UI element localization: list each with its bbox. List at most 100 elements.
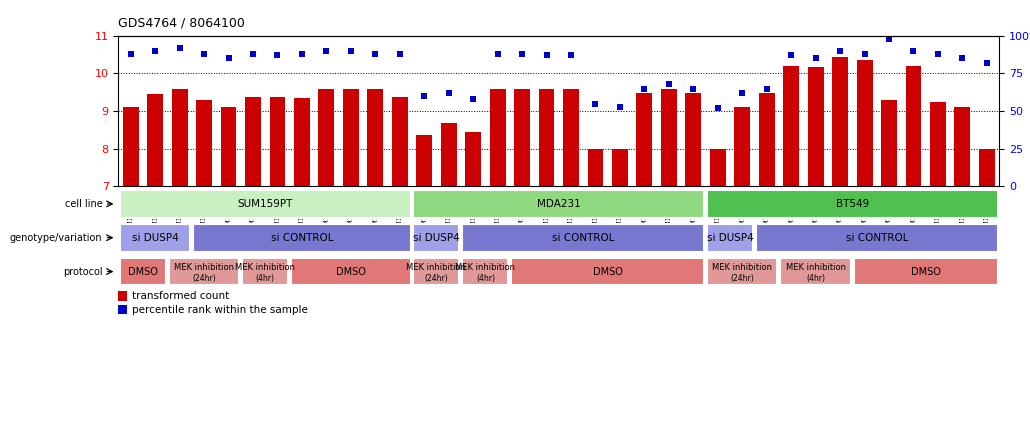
Text: MDA231: MDA231 — [537, 199, 581, 209]
FancyBboxPatch shape — [707, 190, 998, 218]
FancyBboxPatch shape — [413, 190, 705, 218]
FancyBboxPatch shape — [854, 258, 998, 286]
Bar — [466, 132, 481, 186]
Text: MEK inhibition: MEK inhibition — [712, 263, 772, 272]
Point — [294, 51, 310, 58]
Point — [808, 55, 824, 62]
FancyBboxPatch shape — [462, 224, 705, 252]
Point — [660, 81, 677, 88]
Bar — [612, 148, 628, 186]
Bar — [220, 107, 237, 186]
Point — [318, 48, 335, 55]
Bar — [441, 123, 456, 186]
FancyBboxPatch shape — [707, 258, 778, 286]
Point — [612, 103, 628, 110]
Point — [930, 51, 947, 58]
Bar — [955, 107, 970, 186]
Bar — [245, 97, 261, 186]
Text: si CONTROL: si CONTROL — [271, 233, 333, 243]
Point — [783, 52, 799, 59]
Point — [171, 44, 187, 51]
Bar — [905, 66, 922, 186]
Text: SUM159PT: SUM159PT — [238, 199, 293, 209]
Text: MEK inhibition: MEK inhibition — [786, 263, 846, 272]
Text: (24hr): (24hr) — [424, 274, 448, 283]
Text: (24hr): (24hr) — [193, 274, 216, 283]
Bar — [368, 88, 383, 186]
Text: percentile rank within the sample: percentile rank within the sample — [132, 305, 308, 315]
Point — [441, 90, 457, 96]
Point — [734, 90, 751, 96]
Bar — [196, 100, 212, 186]
FancyBboxPatch shape — [511, 258, 705, 286]
Point — [220, 55, 237, 62]
Text: si DUSP4: si DUSP4 — [707, 233, 753, 243]
Point — [123, 51, 139, 58]
Text: transformed count: transformed count — [132, 291, 229, 301]
Point — [465, 96, 481, 102]
FancyBboxPatch shape — [291, 258, 411, 286]
Text: (4hr): (4hr) — [476, 274, 494, 283]
Bar — [294, 98, 310, 186]
FancyBboxPatch shape — [413, 224, 459, 252]
FancyBboxPatch shape — [119, 258, 166, 286]
Point — [881, 36, 897, 42]
Text: si DUSP4: si DUSP4 — [132, 233, 178, 243]
Text: MEK inhibition: MEK inhibition — [174, 263, 234, 272]
Text: (24hr): (24hr) — [730, 274, 754, 283]
Text: si DUSP4: si DUSP4 — [413, 233, 459, 243]
Bar — [710, 149, 726, 186]
Bar — [391, 97, 408, 186]
Point — [147, 48, 164, 55]
Bar — [661, 88, 677, 186]
Point — [905, 48, 922, 55]
Bar — [832, 57, 848, 186]
Bar — [563, 89, 579, 186]
FancyBboxPatch shape — [413, 258, 459, 286]
Text: MEK inhibition: MEK inhibition — [407, 263, 467, 272]
Bar — [489, 88, 506, 186]
Point — [367, 51, 383, 58]
FancyBboxPatch shape — [242, 258, 288, 286]
Bar — [172, 88, 187, 186]
Bar — [734, 107, 750, 186]
Point — [978, 60, 995, 66]
Point — [758, 85, 775, 92]
FancyBboxPatch shape — [756, 224, 998, 252]
Point — [245, 51, 262, 58]
Point — [514, 51, 530, 58]
Point — [637, 85, 653, 92]
FancyBboxPatch shape — [781, 258, 851, 286]
Text: MEK inhibition: MEK inhibition — [235, 263, 296, 272]
Bar — [123, 107, 139, 186]
Bar — [416, 135, 433, 186]
Bar — [881, 100, 897, 186]
Bar — [539, 89, 554, 186]
Point — [196, 51, 212, 58]
Bar — [118, 291, 127, 301]
Text: cell line: cell line — [65, 199, 102, 209]
Bar — [808, 67, 824, 186]
Bar — [685, 93, 701, 186]
Text: genotype/variation: genotype/variation — [10, 233, 102, 243]
Point — [587, 100, 604, 107]
Bar — [857, 60, 872, 186]
Point — [489, 51, 506, 58]
Bar — [318, 88, 335, 186]
Bar — [637, 93, 652, 186]
FancyBboxPatch shape — [194, 224, 411, 252]
Point — [391, 51, 408, 58]
Point — [343, 48, 359, 55]
Bar — [270, 97, 285, 186]
Text: DMSO: DMSO — [128, 266, 158, 277]
Point — [856, 51, 872, 58]
Point — [710, 104, 726, 111]
Bar — [514, 88, 530, 186]
Point — [832, 48, 849, 55]
Bar — [930, 102, 946, 186]
Bar — [978, 149, 995, 186]
Text: MEK inhibition: MEK inhibition — [455, 263, 515, 272]
Text: DMSO: DMSO — [911, 266, 940, 277]
Bar — [759, 93, 775, 186]
Bar — [587, 149, 604, 186]
